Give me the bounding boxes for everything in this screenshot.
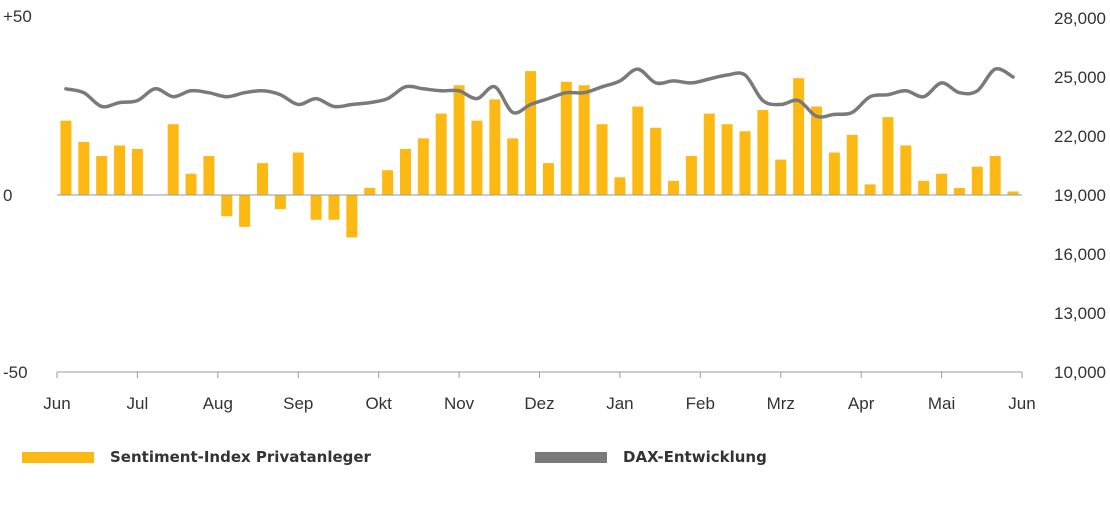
right-tick-label: 10,000 bbox=[1054, 363, 1106, 382]
sentiment-bar bbox=[274, 195, 286, 210]
right-tick-label: 19,000 bbox=[1054, 186, 1106, 205]
dax-line bbox=[64, 66, 1015, 119]
sentiment-bar bbox=[560, 81, 572, 195]
sentiment-bar bbox=[471, 120, 483, 195]
sentiment-bar bbox=[668, 180, 680, 195]
sentiment-bar bbox=[399, 148, 411, 195]
x-tick-label: Jul bbox=[127, 394, 149, 413]
x-tick-label: Apr bbox=[848, 394, 875, 413]
sentiment-bar bbox=[542, 163, 554, 195]
sentiment-bar bbox=[382, 170, 394, 195]
legend-item-sentiment: Sentiment-Index Privatanleger bbox=[22, 448, 371, 466]
right-tick-label: 28,000 bbox=[1054, 9, 1106, 28]
legend-swatch-bars bbox=[22, 451, 94, 463]
right-tick-label: 13,000 bbox=[1054, 304, 1106, 323]
right-tick-label: 25,000 bbox=[1054, 68, 1106, 87]
sentiment-bar bbox=[828, 152, 840, 195]
sentiment-bar bbox=[632, 106, 644, 195]
sentiment-bar bbox=[78, 141, 90, 195]
sentiment-bar bbox=[346, 195, 358, 238]
sentiment-bar bbox=[864, 184, 876, 195]
x-tick-label: Jan bbox=[606, 394, 633, 413]
sentiment-bar bbox=[131, 148, 143, 195]
sentiment-bar bbox=[221, 195, 233, 217]
x-axis-ticks: Jun Jul Aug Sep Okt Nov Dez Jan Feb Mrz Apr Mai Jun bbox=[43, 372, 1036, 413]
left-axis-ticks: +50 0 -50 bbox=[3, 7, 32, 382]
sentiment-bar bbox=[846, 134, 858, 195]
sentiment-bar bbox=[810, 106, 822, 195]
sentiment-bar bbox=[953, 187, 965, 195]
sentiment-bar bbox=[364, 187, 376, 195]
sentiment-bar bbox=[1007, 191, 1019, 195]
sentiment-bar bbox=[417, 138, 429, 195]
x-tick-label: Mai bbox=[928, 394, 955, 413]
x-tick-label: Okt bbox=[365, 394, 392, 413]
sentiment-bar bbox=[239, 195, 251, 227]
legend-item-dax: DAX-Entwicklung bbox=[535, 448, 767, 466]
sentiment-bar bbox=[900, 145, 912, 195]
sentiment-bar bbox=[739, 131, 751, 195]
sentiment-bar bbox=[685, 156, 697, 195]
sentiment-bar bbox=[489, 99, 501, 195]
right-tick-label: 16,000 bbox=[1054, 245, 1106, 264]
left-tick-label: +50 bbox=[3, 7, 32, 26]
x-tick-label: Jun bbox=[43, 394, 70, 413]
sentiment-bar bbox=[703, 113, 715, 195]
x-tick-label: Nov bbox=[444, 394, 475, 413]
left-tick-label: 0 bbox=[3, 186, 12, 205]
sentiment-bar bbox=[757, 110, 769, 195]
legend-swatch-line bbox=[535, 451, 607, 463]
x-tick-label: Jun bbox=[1008, 394, 1035, 413]
sentiment-bar bbox=[507, 138, 519, 195]
right-axis-ticks: 28,000 25,000 22,000 19,000 16,000 13,000 10,0… bbox=[1054, 9, 1106, 382]
sentiment-bar bbox=[918, 180, 930, 195]
sentiment-bar bbox=[650, 127, 662, 195]
sentiment-bar bbox=[328, 195, 340, 220]
sentiment-bar bbox=[167, 124, 179, 195]
sentiment-bar bbox=[775, 159, 787, 195]
sentiment-bar bbox=[257, 163, 269, 195]
x-tick-label: Aug bbox=[203, 394, 233, 413]
x-tick-label: Feb bbox=[686, 394, 715, 413]
left-tick-label: -50 bbox=[3, 363, 28, 382]
sentiment-bar bbox=[578, 85, 590, 195]
sentiment-bars bbox=[60, 71, 1019, 238]
legend-label-dax: DAX-Entwicklung bbox=[623, 448, 767, 466]
sentiment-bar bbox=[435, 113, 447, 195]
sentiment-bar bbox=[596, 124, 608, 195]
sentiment-bar bbox=[185, 173, 197, 195]
sentiment-bar bbox=[936, 173, 948, 195]
right-tick-label: 22,000 bbox=[1054, 127, 1106, 146]
x-tick-label: Mrz bbox=[767, 394, 795, 413]
sentiment-bar bbox=[793, 78, 805, 195]
sentiment-bar bbox=[60, 120, 72, 195]
sentiment-bar bbox=[96, 156, 108, 195]
sentiment-bar bbox=[721, 124, 733, 195]
sentiment-bar bbox=[114, 145, 126, 195]
sentiment-bar bbox=[292, 152, 304, 195]
x-tick-label: Dez bbox=[524, 394, 554, 413]
sentiment-bar bbox=[525, 71, 537, 195]
sentiment-bar bbox=[882, 117, 894, 195]
sentiment-bar bbox=[453, 85, 465, 195]
sentiment-bar bbox=[989, 156, 1001, 195]
x-tick-label: Sep bbox=[283, 394, 313, 413]
sentiment-bar bbox=[971, 166, 983, 195]
sentiment-bar bbox=[310, 195, 322, 220]
sentiment-bar bbox=[203, 156, 215, 195]
legend-label-sentiment: Sentiment-Index Privatanleger bbox=[110, 448, 371, 466]
sentiment-bar bbox=[614, 177, 626, 195]
